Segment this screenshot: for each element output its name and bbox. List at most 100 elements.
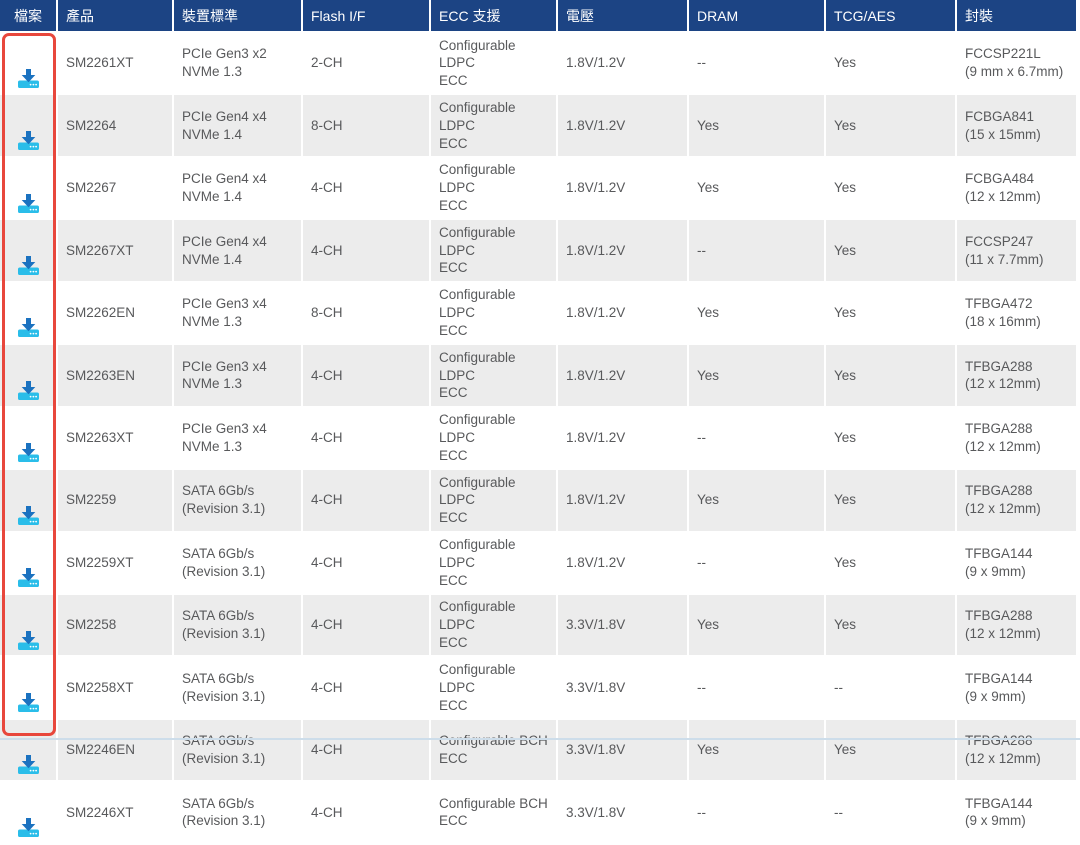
dram-cell: Yes xyxy=(688,156,826,221)
flash-if-cell: 8-CH xyxy=(302,94,431,158)
tcg-aes-cell: Yes xyxy=(825,94,957,158)
product-cell: SM2246EN xyxy=(57,718,174,783)
file-cell[interactable] xyxy=(0,344,58,408)
table-row: SM2267XT PCIe Gen4 x4 NVMe 1.4 4-CH Conf… xyxy=(0,219,1076,283)
product-cell: SM2263XT xyxy=(57,406,174,471)
tcg-aes-cell: Yes xyxy=(825,469,957,533)
standard-cell: SATA 6Gb/s (Revision 3.1) xyxy=(173,718,303,783)
download-icon[interactable] xyxy=(17,238,40,275)
voltage-cell: 3.3V/1.8V xyxy=(557,781,689,845)
download-icon[interactable] xyxy=(17,613,40,650)
voltage-cell: 1.8V/1.2V xyxy=(557,531,689,595)
file-cell[interactable] xyxy=(0,718,58,783)
download-icon[interactable] xyxy=(17,301,40,338)
product-cell: SM2259XT xyxy=(57,531,174,595)
standard-cell: SATA 6Gb/s (Revision 3.1) xyxy=(173,656,303,720)
standard-cell: SATA 6Gb/s (Revision 3.1) xyxy=(173,781,303,845)
download-icon[interactable] xyxy=(17,176,40,213)
ecc-cell: Configurable LDPC ECC xyxy=(430,531,558,595)
file-cell[interactable] xyxy=(0,156,58,221)
ecc-cell: Configurable BCH ECC xyxy=(430,718,558,783)
file-cell[interactable] xyxy=(0,281,58,346)
package-cell: TFBGA472 (18 x 16mm) xyxy=(956,281,1076,346)
dram-cell: Yes xyxy=(688,593,826,658)
column-header-file: 檔案 xyxy=(0,0,58,33)
file-cell[interactable] xyxy=(0,531,58,595)
file-cell[interactable] xyxy=(0,406,58,471)
column-header-dram: DRAM xyxy=(688,0,826,33)
download-icon[interactable] xyxy=(17,800,40,837)
ecc-cell: Configurable LDPC ECC xyxy=(430,469,558,533)
product-cell: SM2258XT xyxy=(57,656,174,720)
flash-if-cell: 4-CH xyxy=(302,406,431,471)
package-cell: FCBGA484 (12 x 12mm) xyxy=(956,156,1076,221)
ecc-cell: Configurable LDPC ECC xyxy=(430,406,558,471)
file-cell[interactable] xyxy=(0,219,58,283)
file-cell[interactable] xyxy=(0,656,58,720)
tcg-aes-cell: Yes xyxy=(825,531,957,595)
table-row: SM2258XT SATA 6Gb/s (Revision 3.1) 4-CH … xyxy=(0,656,1076,720)
file-cell[interactable] xyxy=(0,469,58,533)
column-header-product: 產品 xyxy=(57,0,174,33)
column-header-ecc: ECC 支援 xyxy=(430,0,558,33)
download-icon[interactable] xyxy=(17,51,40,88)
voltage-cell: 3.3V/1.8V xyxy=(557,718,689,783)
standard-cell: SATA 6Gb/s (Revision 3.1) xyxy=(173,531,303,595)
file-cell[interactable] xyxy=(0,32,58,96)
file-cell[interactable] xyxy=(0,781,58,845)
flash-if-cell: 4-CH xyxy=(302,656,431,720)
package-cell: TFBGA144 (9 x 9mm) xyxy=(956,656,1076,720)
voltage-cell: 1.8V/1.2V xyxy=(557,281,689,346)
voltage-cell: 1.8V/1.2V xyxy=(557,219,689,283)
tcg-aes-cell: -- xyxy=(825,781,957,845)
download-icon[interactable] xyxy=(17,550,40,588)
download-icon[interactable] xyxy=(17,425,40,463)
product-cell: SM2259 xyxy=(57,469,174,533)
standard-cell: PCIe Gen3 x4 NVMe 1.3 xyxy=(173,281,303,346)
flash-if-cell: 8-CH xyxy=(302,281,431,346)
download-icon[interactable] xyxy=(17,488,40,525)
product-cell: SM2246XT xyxy=(57,781,174,845)
dram-cell: -- xyxy=(688,656,826,720)
package-cell: TFBGA144 (9 x 9mm) xyxy=(956,531,1076,595)
standard-cell: PCIe Gen3 x4 NVMe 1.3 xyxy=(173,344,303,408)
ecc-cell: Configurable LDPC ECC xyxy=(430,32,558,96)
table-row: SM2262EN PCIe Gen3 x4 NVMe 1.3 8-CH Conf… xyxy=(0,281,1076,346)
standard-cell: SATA 6Gb/s (Revision 3.1) xyxy=(173,593,303,658)
download-icon[interactable] xyxy=(17,363,40,400)
ecc-cell: Configurable LDPC ECC xyxy=(430,344,558,408)
column-header-flash: Flash I/F xyxy=(302,0,431,33)
table-row: SM2267 PCIe Gen4 x4 NVMe 1.4 4-CH Config… xyxy=(0,156,1076,221)
tcg-aes-cell: Yes xyxy=(825,156,957,221)
flash-if-cell: 4-CH xyxy=(302,219,431,283)
standard-cell: PCIe Gen4 x4 NVMe 1.4 xyxy=(173,219,303,283)
package-cell: FCBGA841 (15 x 15mm) xyxy=(956,94,1076,158)
table-bottom-divider xyxy=(0,738,1080,740)
header-row: 檔案 產品 裝置標準 Flash I/F ECC 支援 電壓 DRAM TCG/AES 封裝 xyxy=(0,0,1076,33)
flash-if-cell: 4-CH xyxy=(302,344,431,408)
voltage-cell: 1.8V/1.2V xyxy=(557,344,689,408)
tcg-aes-cell: Yes xyxy=(825,718,957,783)
ecc-cell: Configurable LDPC ECC xyxy=(430,94,558,158)
file-cell[interactable] xyxy=(0,94,58,158)
package-cell: TFBGA288 (12 x 12mm) xyxy=(956,718,1076,783)
dram-cell: -- xyxy=(688,531,826,595)
download-icon[interactable] xyxy=(17,675,40,712)
table-row: SM2264 PCIe Gen4 x4 NVMe 1.4 8-CH Config… xyxy=(0,94,1076,158)
column-header-package: 封裝 xyxy=(956,0,1076,33)
tcg-aes-cell: Yes xyxy=(825,32,957,96)
product-cell: SM2264 xyxy=(57,94,174,158)
download-icon[interactable] xyxy=(17,738,40,775)
tcg-aes-cell: -- xyxy=(825,656,957,720)
flash-if-cell: 4-CH xyxy=(302,781,431,845)
ecc-cell: Configurable LDPC ECC xyxy=(430,656,558,720)
dram-cell: -- xyxy=(688,32,826,96)
standard-cell: PCIe Gen3 x2 NVMe 1.3 xyxy=(173,32,303,96)
dram-cell: Yes xyxy=(688,94,826,158)
tcg-aes-cell: Yes xyxy=(825,593,957,658)
package-cell: TFBGA288 (12 x 12mm) xyxy=(956,469,1076,533)
download-icon[interactable] xyxy=(17,113,40,151)
voltage-cell: 1.8V/1.2V xyxy=(557,32,689,96)
file-cell[interactable] xyxy=(0,593,58,658)
